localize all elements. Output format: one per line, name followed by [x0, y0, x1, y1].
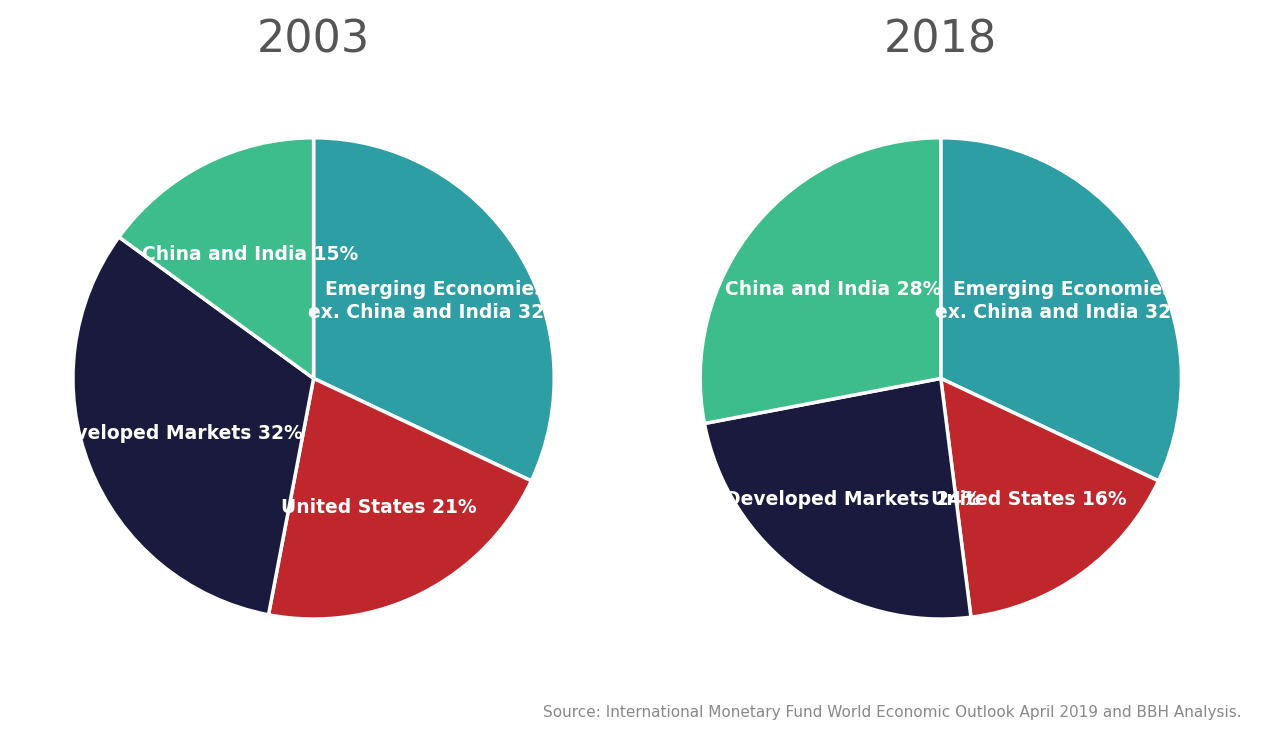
Text: Developed Markets 24%: Developed Markets 24% — [726, 490, 980, 508]
Text: Source: International Monetary Fund World Economic Outlook April 2019 and BBH An: Source: International Monetary Fund Worl… — [543, 705, 1242, 720]
Wedge shape — [941, 378, 1158, 617]
Text: (BASED ON PURCHASING POWER PARITY): (BASED ON PURCHASING POWER PARITY) — [422, 16, 977, 42]
Title: 2003: 2003 — [257, 19, 370, 62]
Wedge shape — [73, 237, 314, 615]
Wedge shape — [269, 378, 531, 619]
Text: United States 16%: United States 16% — [931, 490, 1126, 508]
Wedge shape — [941, 138, 1181, 481]
Text: China and India 28%: China and India 28% — [724, 280, 942, 299]
Title: 2018: 2018 — [884, 19, 997, 62]
Text: China and India 15%: China and India 15% — [142, 245, 358, 263]
Text: Developed Markets 32%: Developed Markets 32% — [47, 424, 303, 443]
Text: Emerging Economies
ex. China and India 32%: Emerging Economies ex. China and India 3… — [936, 280, 1190, 322]
Wedge shape — [700, 138, 941, 424]
Text: United States 21%: United States 21% — [282, 498, 477, 516]
Text: Emerging Economies
ex. China and India 32%: Emerging Economies ex. China and India 3… — [308, 280, 563, 322]
Wedge shape — [314, 138, 554, 481]
Wedge shape — [704, 378, 972, 619]
Wedge shape — [119, 138, 314, 378]
Text: COMPOSITION OF GLOBAL GDP: COMPOSITION OF GLOBAL GDP — [28, 16, 488, 42]
